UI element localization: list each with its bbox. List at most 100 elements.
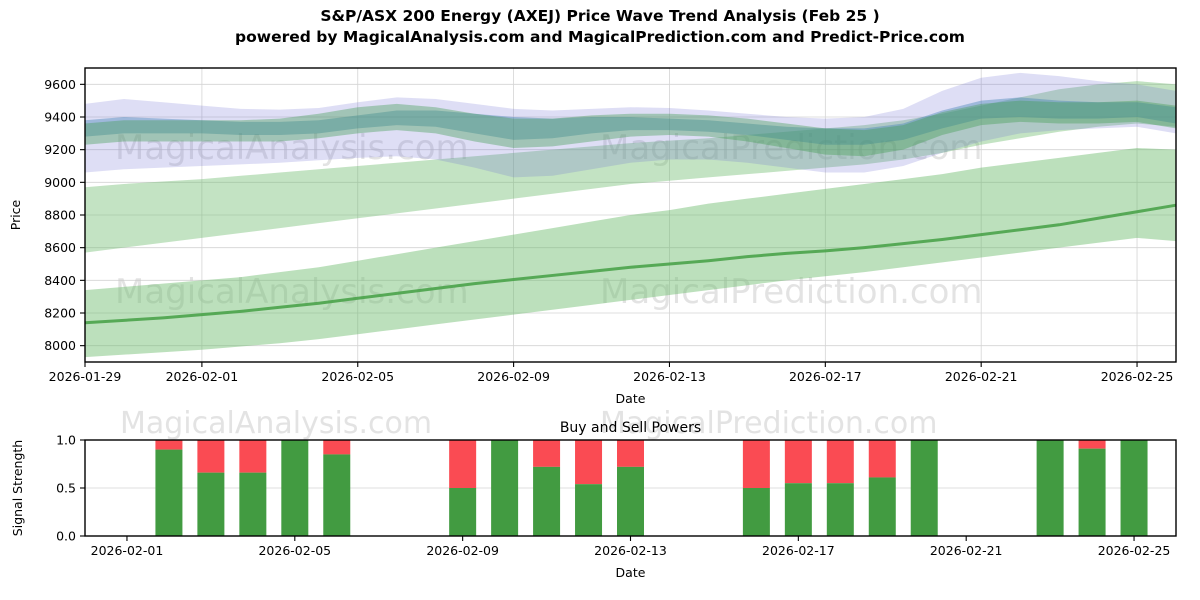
sell-power-segment[interactable]	[533, 440, 561, 467]
bar-item[interactable]	[868, 440, 896, 536]
bar-item[interactable]	[155, 440, 183, 536]
bar-item[interactable]	[1078, 440, 1106, 536]
bar-x-tick-label: 2026-02-13	[594, 543, 667, 558]
bar-y-tick-label: 0.0	[56, 529, 76, 544]
bar-item[interactable]	[617, 440, 644, 536]
buy-power-segment[interactable]	[742, 488, 770, 536]
y-axis-title: Price	[8, 199, 23, 230]
buy-power-segment[interactable]	[155, 449, 183, 536]
bar-item[interactable]	[1120, 440, 1148, 536]
bar-x-tick-label: 2026-02-21	[930, 543, 1003, 558]
bar-panel-title: Buy and Sell Powers	[560, 420, 701, 436]
sell-power-segment[interactable]	[449, 440, 477, 488]
sell-power-segment[interactable]	[323, 440, 351, 455]
bar-x-tick-label: 2026-02-17	[762, 543, 835, 558]
svg-text:MagicalPrediction.com: MagicalPrediction.com	[600, 406, 938, 441]
x-tick-label: 2026-02-17	[789, 369, 862, 384]
bar-item[interactable]	[449, 440, 477, 536]
bar-item[interactable]	[239, 440, 267, 536]
buy-power-segment[interactable]	[1078, 448, 1106, 536]
buy-power-segment[interactable]	[197, 472, 225, 536]
y-tick-label: 8800	[44, 208, 76, 223]
bar-y-tick-label: 1.0	[56, 433, 76, 448]
y-tick-label: 9400	[44, 110, 76, 125]
figure-canvas: MagicalAnalysis.com MagicalPrediction.com…	[8, 67, 1177, 580]
watermark-layer: MagicalAnalysis.com MagicalPrediction.com…	[115, 128, 983, 312]
buy-power-segment[interactable]	[533, 466, 561, 536]
x-tick-label: 2026-02-25	[1101, 369, 1174, 384]
chart-title-block: S&P/ASX 200 Energy (AXEJ) Price Wave Tre…	[0, 6, 1200, 48]
sell-power-segment[interactable]	[784, 440, 812, 484]
bar-item[interactable]	[197, 440, 225, 536]
bar-y-tick-label: 0.5	[56, 481, 76, 496]
buy-power-segment[interactable]	[1036, 440, 1064, 536]
buy-power-segment[interactable]	[449, 488, 477, 536]
bar-x-tick-label: 2026-02-01	[91, 543, 164, 558]
price-center-line	[84, 203, 1177, 325]
bar-item[interactable]	[1036, 440, 1064, 536]
buy-power-segment[interactable]	[784, 483, 812, 536]
page-subtitle: powered by MagicalAnalysis.com and Magic…	[235, 28, 965, 46]
bar-group	[155, 440, 1148, 536]
buy-power-segment[interactable]	[281, 440, 309, 536]
bar-x-tick-label: 2026-02-05	[258, 543, 331, 558]
page-title: S&P/ASX 200 Energy (AXEJ) Price Wave Tre…	[320, 7, 880, 25]
y-tick-label: 9000	[44, 175, 76, 190]
bar-item[interactable]	[742, 440, 770, 536]
y-tick-label: 8000	[44, 338, 76, 353]
sell-power-segment[interactable]	[742, 440, 770, 488]
sell-power-segment[interactable]	[868, 440, 896, 478]
svg-text:MagicalAnalysis.com: MagicalAnalysis.com	[115, 128, 469, 168]
buy-power-segment[interactable]	[910, 440, 938, 536]
x-tick-label: 2026-01-29	[49, 369, 122, 384]
band-upper-green-band-upper	[85, 81, 1176, 253]
svg-text:MagicalAnalysis.com: MagicalAnalysis.com	[120, 406, 432, 441]
price-wave-trend-chart: MagicalAnalysis.com MagicalPrediction.com…	[8, 67, 1177, 406]
bar-item[interactable]	[826, 440, 854, 536]
y-tick-label: 9200	[44, 142, 76, 157]
x-tick-label: 2026-02-09	[477, 369, 550, 384]
bar-item[interactable]	[533, 440, 561, 536]
sell-power-segment[interactable]	[239, 440, 267, 473]
y-tick-label: 9600	[44, 77, 76, 92]
bar-item[interactable]	[491, 440, 519, 536]
bar-item[interactable]	[323, 440, 351, 536]
sell-power-segment[interactable]	[617, 440, 644, 467]
x-tick-label: 2026-02-01	[166, 369, 239, 384]
sell-power-segment[interactable]	[826, 440, 854, 484]
x-tick-label: 2026-02-21	[945, 369, 1018, 384]
bar-item[interactable]	[281, 440, 309, 536]
sell-power-segment[interactable]	[1078, 440, 1106, 449]
bar-x-axis-title: Date	[616, 565, 646, 580]
bar-item[interactable]	[910, 440, 938, 536]
buy-power-segment[interactable]	[868, 477, 896, 536]
bar-y-axis-title: Signal Strength	[10, 440, 25, 536]
svg-text:MagicalPrediction.com: MagicalPrediction.com	[600, 128, 983, 168]
buy-power-segment[interactable]	[575, 484, 603, 536]
band-wave-core-band-upper	[85, 97, 1176, 145]
sell-power-segment[interactable]	[197, 440, 225, 473]
y-tick-label: 8400	[44, 273, 76, 288]
x-axis-title: Date	[616, 391, 646, 406]
bar-item[interactable]	[575, 440, 603, 536]
bar-x-tick-label: 2026-02-25	[1098, 543, 1171, 558]
sell-power-segment[interactable]	[155, 440, 183, 450]
buy-power-segment[interactable]	[826, 483, 854, 536]
buy-power-segment[interactable]	[323, 454, 351, 536]
sell-power-segment[interactable]	[575, 440, 603, 485]
bar-x-tick-label: 2026-02-09	[426, 543, 499, 558]
buy-and-sell-powers-chart: MagicalAnalysis.com MagicalPrediction.com…	[10, 406, 1177, 580]
y-tick-label: 8200	[44, 306, 76, 321]
x-tick-label: 2026-02-05	[321, 369, 394, 384]
x-tick-label: 2026-02-13	[633, 369, 706, 384]
band-lower-green-band-upper	[85, 148, 1176, 358]
band-forecast-blue-band-upper	[85, 72, 1176, 178]
band-wave-green-overlay-upper	[85, 100, 1176, 157]
buy-power-segment[interactable]	[1120, 440, 1148, 536]
bar-item[interactable]	[784, 440, 812, 536]
buy-power-segment[interactable]	[239, 472, 267, 536]
buy-power-segment[interactable]	[617, 466, 644, 536]
buy-power-segment[interactable]	[491, 440, 519, 536]
y-tick-label: 8600	[44, 240, 76, 255]
